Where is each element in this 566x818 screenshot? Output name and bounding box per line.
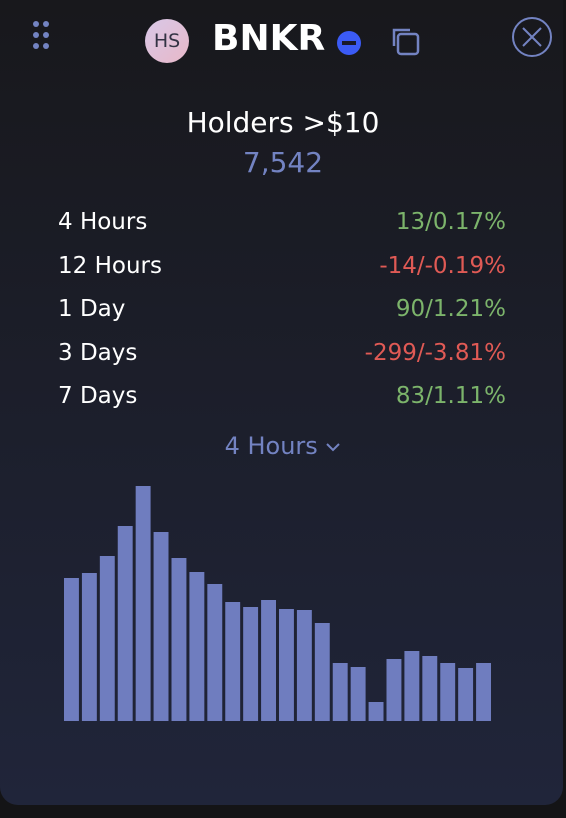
change-row: 4 Hours 13/0.17%: [58, 209, 506, 239]
token-name: BNKR: [212, 18, 326, 59]
change-row: 12 Hours -14/-0.19%: [58, 253, 506, 283]
copy-button[interactable]: [388, 24, 422, 58]
bar: [368, 702, 384, 721]
period-label: 1 Day: [58, 296, 126, 322]
change-value: -299/-3.81%: [364, 339, 506, 366]
bar: [422, 656, 438, 721]
bar: [386, 659, 402, 721]
change-value: 90/1.21%: [395, 296, 506, 322]
period-label: 4 Hours: [58, 209, 148, 235]
holders-title: Holders >$10: [186, 106, 380, 139]
period-label: 12 Hours: [58, 252, 162, 279]
avatar: HS: [145, 19, 189, 63]
period-label: 7 Days: [58, 383, 138, 409]
change-row: 1 Day 90/1.21%: [58, 296, 506, 326]
change-value: 83/1.11%: [395, 383, 506, 409]
change-value: 13/0.17%: [395, 209, 506, 235]
bar: [458, 668, 474, 721]
bar: [350, 667, 366, 721]
change-value: -14/-0.19%: [379, 252, 506, 279]
holders-count: 7,542: [242, 146, 324, 179]
change-row: 7 Days 83/1.11%: [58, 383, 506, 413]
drag-handle[interactable]: [30, 20, 56, 54]
bar: [261, 600, 276, 721]
bar: [314, 623, 330, 721]
period-label: 3 Days: [58, 339, 138, 366]
bar: [225, 602, 241, 721]
panel: HS BNKR Holders >$10 7,542 4 Hours 13/0.1…: [0, 0, 563, 805]
bar: [207, 584, 223, 721]
bar: [279, 609, 294, 721]
bar: [332, 663, 348, 721]
bar: [404, 651, 420, 721]
change-row: 3 Days -299/-3.81%: [58, 340, 506, 370]
chart: [64, 486, 491, 721]
bar: [99, 556, 115, 721]
status-icon: [337, 31, 361, 55]
bar: [440, 663, 456, 721]
bar: [171, 558, 187, 721]
period-selector[interactable]: 4 Hours: [0, 432, 566, 460]
chevron: [326, 443, 341, 452]
bar: [117, 526, 133, 721]
bar: [153, 532, 169, 721]
bar: [64, 578, 79, 721]
bar: [81, 573, 97, 721]
bar: [135, 486, 151, 721]
close-button[interactable]: [511, 16, 553, 58]
bar: [476, 663, 491, 721]
selector-label: 4 Hours: [224, 432, 318, 460]
bar: [296, 610, 312, 721]
bar: [243, 607, 259, 721]
bar: [189, 572, 205, 721]
